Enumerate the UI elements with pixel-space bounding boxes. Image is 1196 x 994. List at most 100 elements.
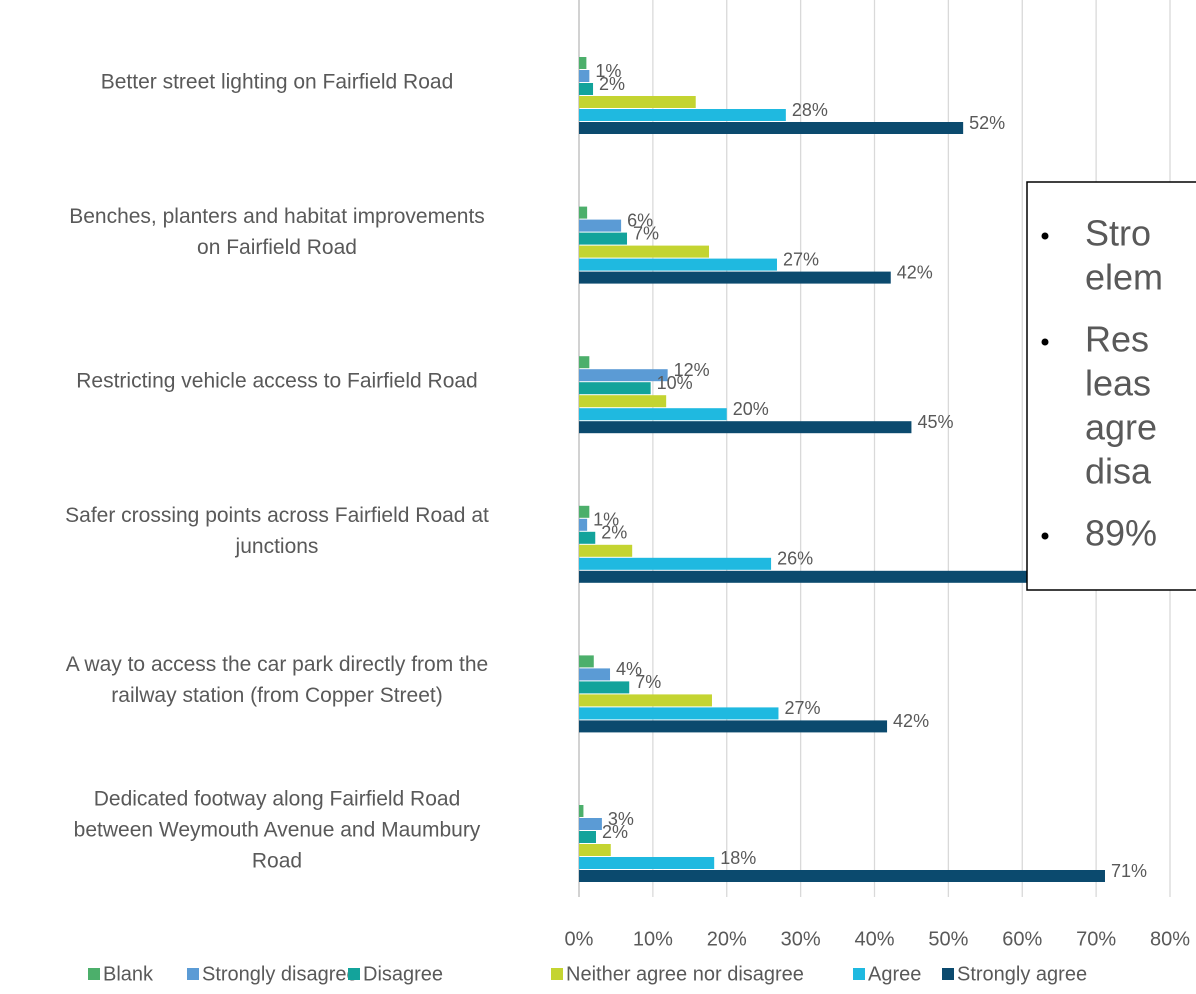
- legend-label: Blank: [103, 963, 154, 985]
- data-label: 42%: [897, 262, 933, 282]
- annotation-text: agre: [1085, 407, 1157, 448]
- bar: [579, 421, 912, 434]
- legend-label: Strongly agree: [957, 963, 1087, 985]
- bar: [579, 395, 667, 408]
- bar: [579, 232, 628, 245]
- annotation-text: leas: [1085, 363, 1151, 404]
- data-label: 2%: [602, 822, 628, 842]
- bar: [579, 844, 611, 856]
- category-label: Restricting vehicle access to Fairfield …: [76, 369, 478, 393]
- bar: [579, 206, 588, 219]
- bar: [579, 369, 668, 382]
- x-tick-label: 40%: [854, 928, 894, 950]
- data-label: 28%: [792, 100, 828, 120]
- data-label: 7%: [633, 223, 659, 243]
- bar: [579, 245, 710, 258]
- legend-label: Disagree: [363, 963, 443, 985]
- bar: [579, 83, 594, 95]
- bar: [579, 109, 786, 121]
- bar: [579, 271, 891, 284]
- data-label: 1%: [595, 61, 621, 81]
- bar: [579, 258, 777, 271]
- x-tick-label: 20%: [707, 928, 747, 950]
- x-tick-label: 50%: [928, 928, 968, 950]
- x-tick-label: 60%: [1002, 928, 1042, 950]
- legend-swatch: [551, 968, 563, 980]
- data-label: 20%: [733, 399, 769, 419]
- legend-label: Strongly disagree: [202, 963, 358, 985]
- data-label: 10%: [657, 373, 693, 393]
- data-label: 42%: [893, 711, 929, 731]
- data-label: 4%: [616, 659, 642, 679]
- annotation-box: [1026, 181, 1196, 591]
- bar: [579, 668, 611, 681]
- bar: [579, 557, 772, 570]
- x-tick-label: 70%: [1076, 928, 1116, 950]
- data-label: 52%: [969, 113, 1005, 133]
- category-label: Benches, planters and habitat improvemen…: [69, 204, 485, 259]
- bar: [579, 818, 602, 830]
- data-label: 12%: [674, 360, 710, 380]
- data-label: 7%: [635, 672, 661, 692]
- legend-label: Agree: [868, 963, 921, 985]
- annotation-text: Stro: [1085, 213, 1151, 254]
- bar: [579, 544, 633, 557]
- bar: [579, 870, 1105, 882]
- category-label: Dedicated footway along Fairfield Road b…: [73, 787, 481, 873]
- bar: [579, 122, 964, 134]
- annotation-text: elem: [1085, 257, 1163, 298]
- bar: [579, 408, 727, 421]
- category-label: A way to access the car park directly fr…: [65, 653, 489, 708]
- category-label: Better street lighting on Fairfield Road: [100, 70, 454, 94]
- data-label: 71%: [1111, 861, 1147, 881]
- data-label: 45%: [917, 412, 953, 432]
- bar: [579, 694, 712, 707]
- legend-swatch: [853, 968, 865, 980]
- bar: [579, 531, 596, 544]
- data-label: 3%: [608, 809, 634, 829]
- bar: [579, 857, 715, 869]
- legend-swatch: [942, 968, 954, 980]
- bar: [579, 831, 596, 843]
- bar: [579, 96, 696, 108]
- category-label: Safer crossing points across Fairfield R…: [65, 503, 489, 558]
- bar: [579, 219, 622, 232]
- data-label: 2%: [601, 523, 627, 543]
- legend-swatch: [348, 968, 360, 980]
- legend-swatch: [187, 968, 199, 980]
- bar: [579, 382, 651, 395]
- annotation-text: disa: [1085, 451, 1152, 492]
- legend-label: Neither agree nor disagree: [566, 963, 804, 985]
- data-label: 27%: [784, 698, 820, 718]
- bar: [579, 805, 584, 817]
- bar: [579, 57, 587, 69]
- data-label: 2%: [599, 74, 625, 94]
- bar: [579, 356, 590, 369]
- bar: [579, 720, 888, 733]
- data-label: 18%: [720, 848, 756, 868]
- data-label: 27%: [783, 249, 819, 269]
- x-tick-label: 0%: [565, 928, 594, 950]
- data-label: 6%: [627, 210, 653, 230]
- data-label: 1%: [593, 510, 619, 530]
- bar: [579, 518, 588, 531]
- bar: [579, 707, 779, 720]
- annotation-text: 89%: [1085, 513, 1157, 554]
- bar: [579, 505, 590, 518]
- x-tick-label: 80%: [1150, 928, 1190, 950]
- bar: [579, 70, 590, 82]
- bullet: [1041, 532, 1049, 540]
- legend-swatch: [88, 968, 100, 980]
- data-label: 26%: [777, 549, 813, 569]
- bullet: [1041, 338, 1049, 346]
- bar: [579, 655, 594, 668]
- x-tick-label: 10%: [633, 928, 673, 950]
- bar: [579, 681, 630, 694]
- x-tick-label: 30%: [781, 928, 821, 950]
- bar: [579, 570, 1045, 583]
- bullet: [1041, 232, 1049, 240]
- annotation-text: Res: [1085, 319, 1149, 360]
